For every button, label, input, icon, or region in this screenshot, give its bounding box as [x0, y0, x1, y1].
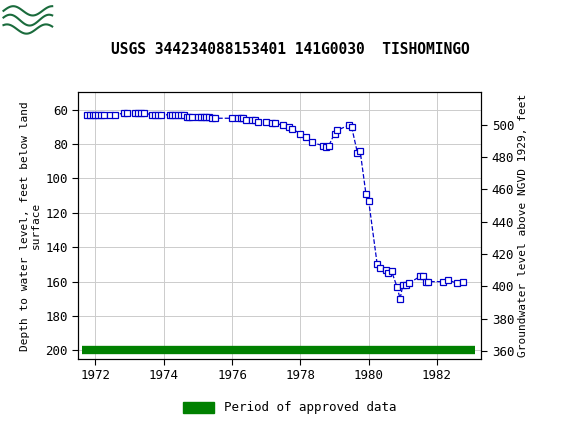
- Bar: [3, 3, 58, 36]
- Text: USGS: USGS: [64, 9, 132, 28]
- Y-axis label: Groundwater level above NGVD 1929, feet: Groundwater level above NGVD 1929, feet: [519, 94, 528, 357]
- Text: USGS 344234088153401 141G0030  TISHOMINGO: USGS 344234088153401 141G0030 TISHOMINGO: [111, 42, 469, 57]
- Y-axis label: Depth to water level, feet below land
surface: Depth to water level, feet below land su…: [20, 101, 41, 350]
- Legend: Period of approved data: Period of approved data: [178, 396, 402, 419]
